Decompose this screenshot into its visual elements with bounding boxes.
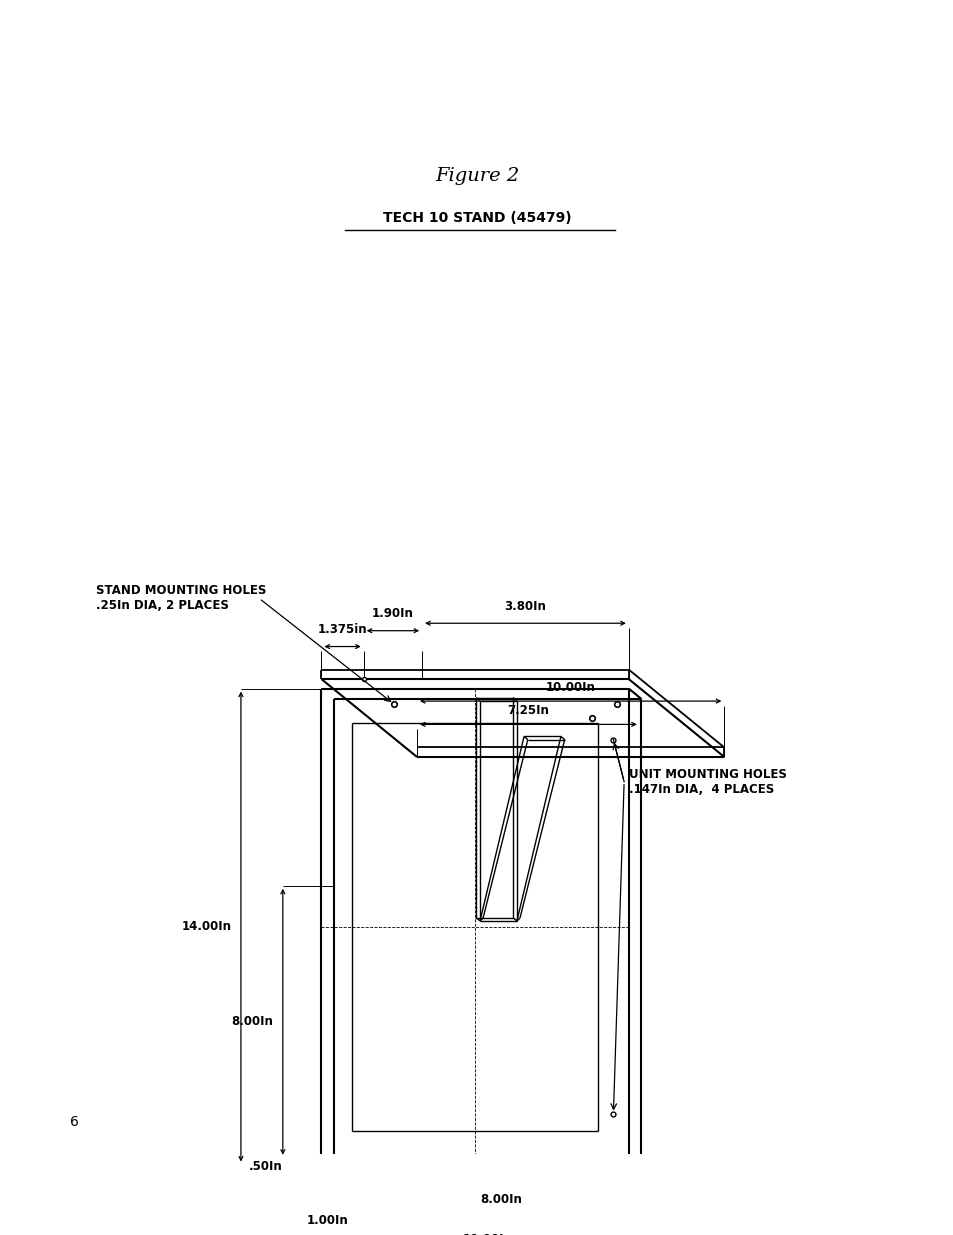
- Text: .50In: .50In: [249, 1160, 282, 1173]
- Text: 6: 6: [70, 1115, 79, 1129]
- Text: 1.00In: 1.00In: [307, 1214, 348, 1226]
- Text: 10.00In: 10.00In: [545, 680, 595, 694]
- Text: 10.00In: 10.00In: [462, 1233, 512, 1235]
- Text: 8.00In: 8.00In: [479, 1193, 521, 1207]
- Text: Figure 2: Figure 2: [435, 168, 518, 185]
- Text: 7.25In: 7.25In: [507, 704, 549, 716]
- Text: STAND MOUNTING HOLES
.25In DIA, 2 PLACES: STAND MOUNTING HOLES .25In DIA, 2 PLACES: [96, 584, 266, 613]
- Text: 1.375in: 1.375in: [317, 624, 367, 636]
- Text: UNIT MOUNTING HOLES
.147In DIA,  4 PLACES: UNIT MOUNTING HOLES .147In DIA, 4 PLACES: [628, 768, 786, 795]
- Text: TECH 10 STAND (45479): TECH 10 STAND (45479): [382, 211, 571, 225]
- Text: 14.00In: 14.00In: [181, 920, 232, 934]
- Text: 1.90In: 1.90In: [372, 608, 414, 620]
- Text: 3.80In: 3.80In: [504, 600, 546, 613]
- Text: 8.00In: 8.00In: [232, 1015, 274, 1029]
